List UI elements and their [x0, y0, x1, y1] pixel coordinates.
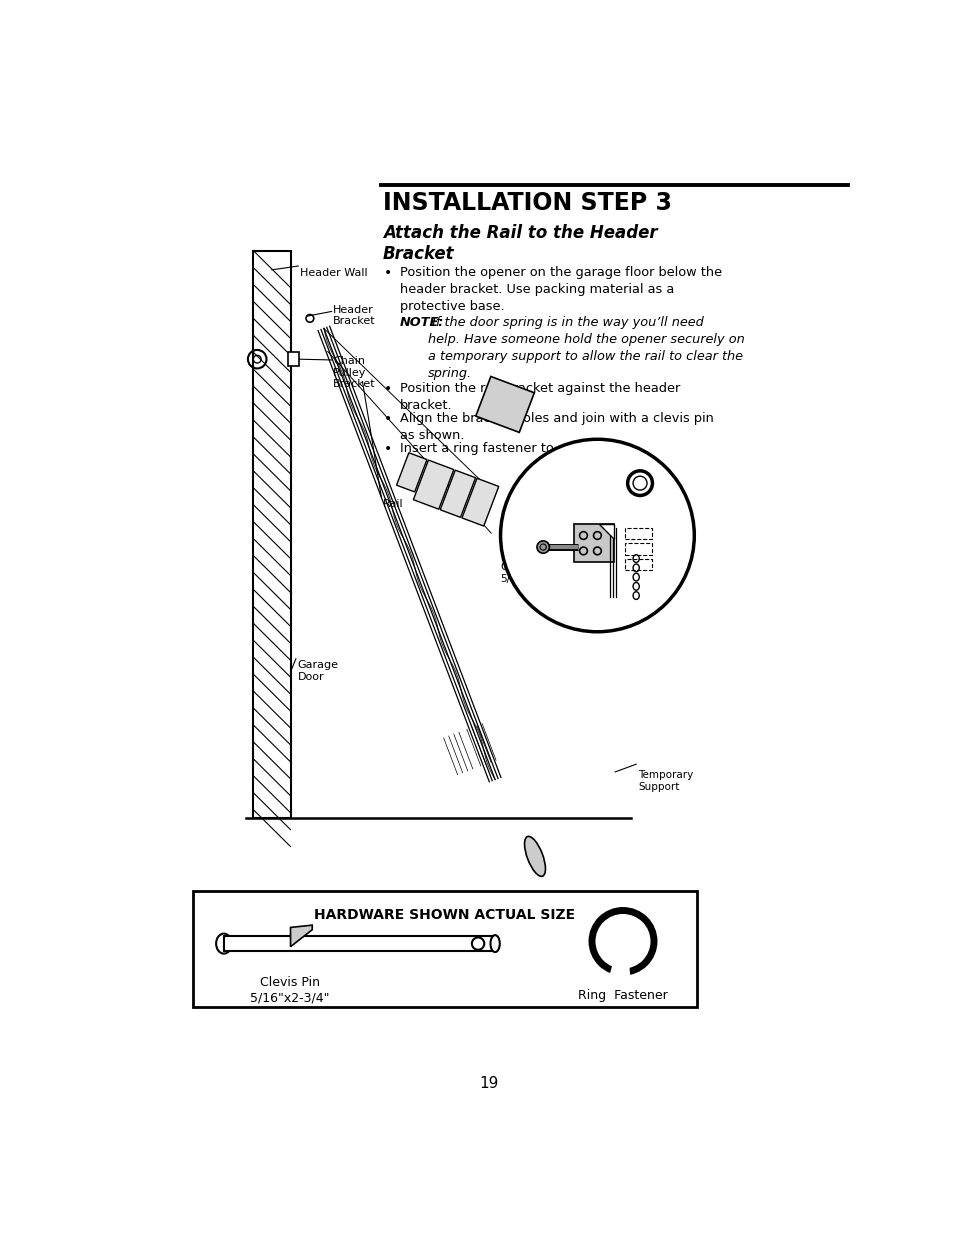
Bar: [288, 352, 298, 366]
Text: Header
Bracket: Header Bracket: [333, 305, 375, 326]
Text: Clevis Pin
5/16"x2-3/4": Clevis Pin 5/16"x2-3/4": [250, 976, 329, 1005]
Text: Rail: Rail: [589, 603, 608, 613]
Polygon shape: [396, 453, 427, 492]
Text: Chain
Pulley
Bracket: Chain Pulley Bracket: [333, 356, 375, 389]
Text: Garage
Door: Garage Door: [297, 661, 338, 682]
Bar: [574, 524, 614, 562]
Text: Rail: Rail: [382, 499, 403, 509]
Text: Position the rail bracket against the header
bracket.: Position the rail bracket against the he…: [399, 382, 679, 411]
Ellipse shape: [524, 836, 545, 877]
Text: HARDWARE SHOWN ACTUAL SIZE: HARDWARE SHOWN ACTUAL SIZE: [314, 908, 575, 923]
Bar: [624, 543, 651, 555]
Bar: [624, 527, 651, 540]
Text: If the door spring is in the way you’ll need
help. Have someone hold the opener : If the door spring is in the way you’ll …: [427, 316, 743, 380]
Text: Temporary
Support: Temporary Support: [638, 771, 693, 792]
Text: Align the bracket holes and join with a clevis pin
as shown.: Align the bracket holes and join with a …: [399, 411, 713, 442]
Polygon shape: [291, 925, 312, 947]
Text: Ring Fastener: Ring Fastener: [593, 468, 664, 478]
Text: Chain
Pulley
Bracket: Chain Pulley Bracket: [600, 573, 640, 605]
Text: •: •: [384, 442, 392, 456]
Text: INSTALLATION STEP 3: INSTALLATION STEP 3: [382, 191, 671, 215]
Text: Position the opener on the garage floor below the
header bracket. Use packing ma: Position the opener on the garage floor …: [399, 266, 721, 312]
Bar: [224, 936, 495, 951]
Bar: [253, 251, 291, 818]
Text: 19: 19: [478, 1076, 498, 1091]
Wedge shape: [614, 941, 625, 976]
Polygon shape: [439, 471, 475, 517]
Text: •: •: [384, 411, 392, 426]
Ellipse shape: [490, 935, 499, 952]
Circle shape: [500, 440, 694, 632]
Text: Attach the Rail to the Header
Bracket: Attach the Rail to the Header Bracket: [382, 224, 657, 263]
Text: Header Wall: Header Wall: [299, 268, 367, 278]
Polygon shape: [476, 377, 534, 432]
Text: •: •: [384, 266, 392, 280]
Text: •: •: [384, 382, 392, 395]
Text: Ring  Fastener: Ring Fastener: [578, 989, 667, 1002]
Text: Header Bracket: Header Bracket: [555, 485, 635, 495]
Text: Clevis Pin
5/16"x2-3/4": Clevis Pin 5/16"x2-3/4": [500, 562, 566, 584]
Text: NOTE:: NOTE:: [399, 316, 444, 329]
Circle shape: [537, 541, 549, 553]
Polygon shape: [598, 524, 614, 540]
Bar: [193, 892, 696, 1007]
Polygon shape: [461, 478, 498, 526]
Bar: [624, 558, 651, 571]
Ellipse shape: [216, 934, 232, 953]
Polygon shape: [413, 461, 454, 509]
Text: Insert a ring fastener to secure.: Insert a ring fastener to secure.: [399, 442, 604, 454]
